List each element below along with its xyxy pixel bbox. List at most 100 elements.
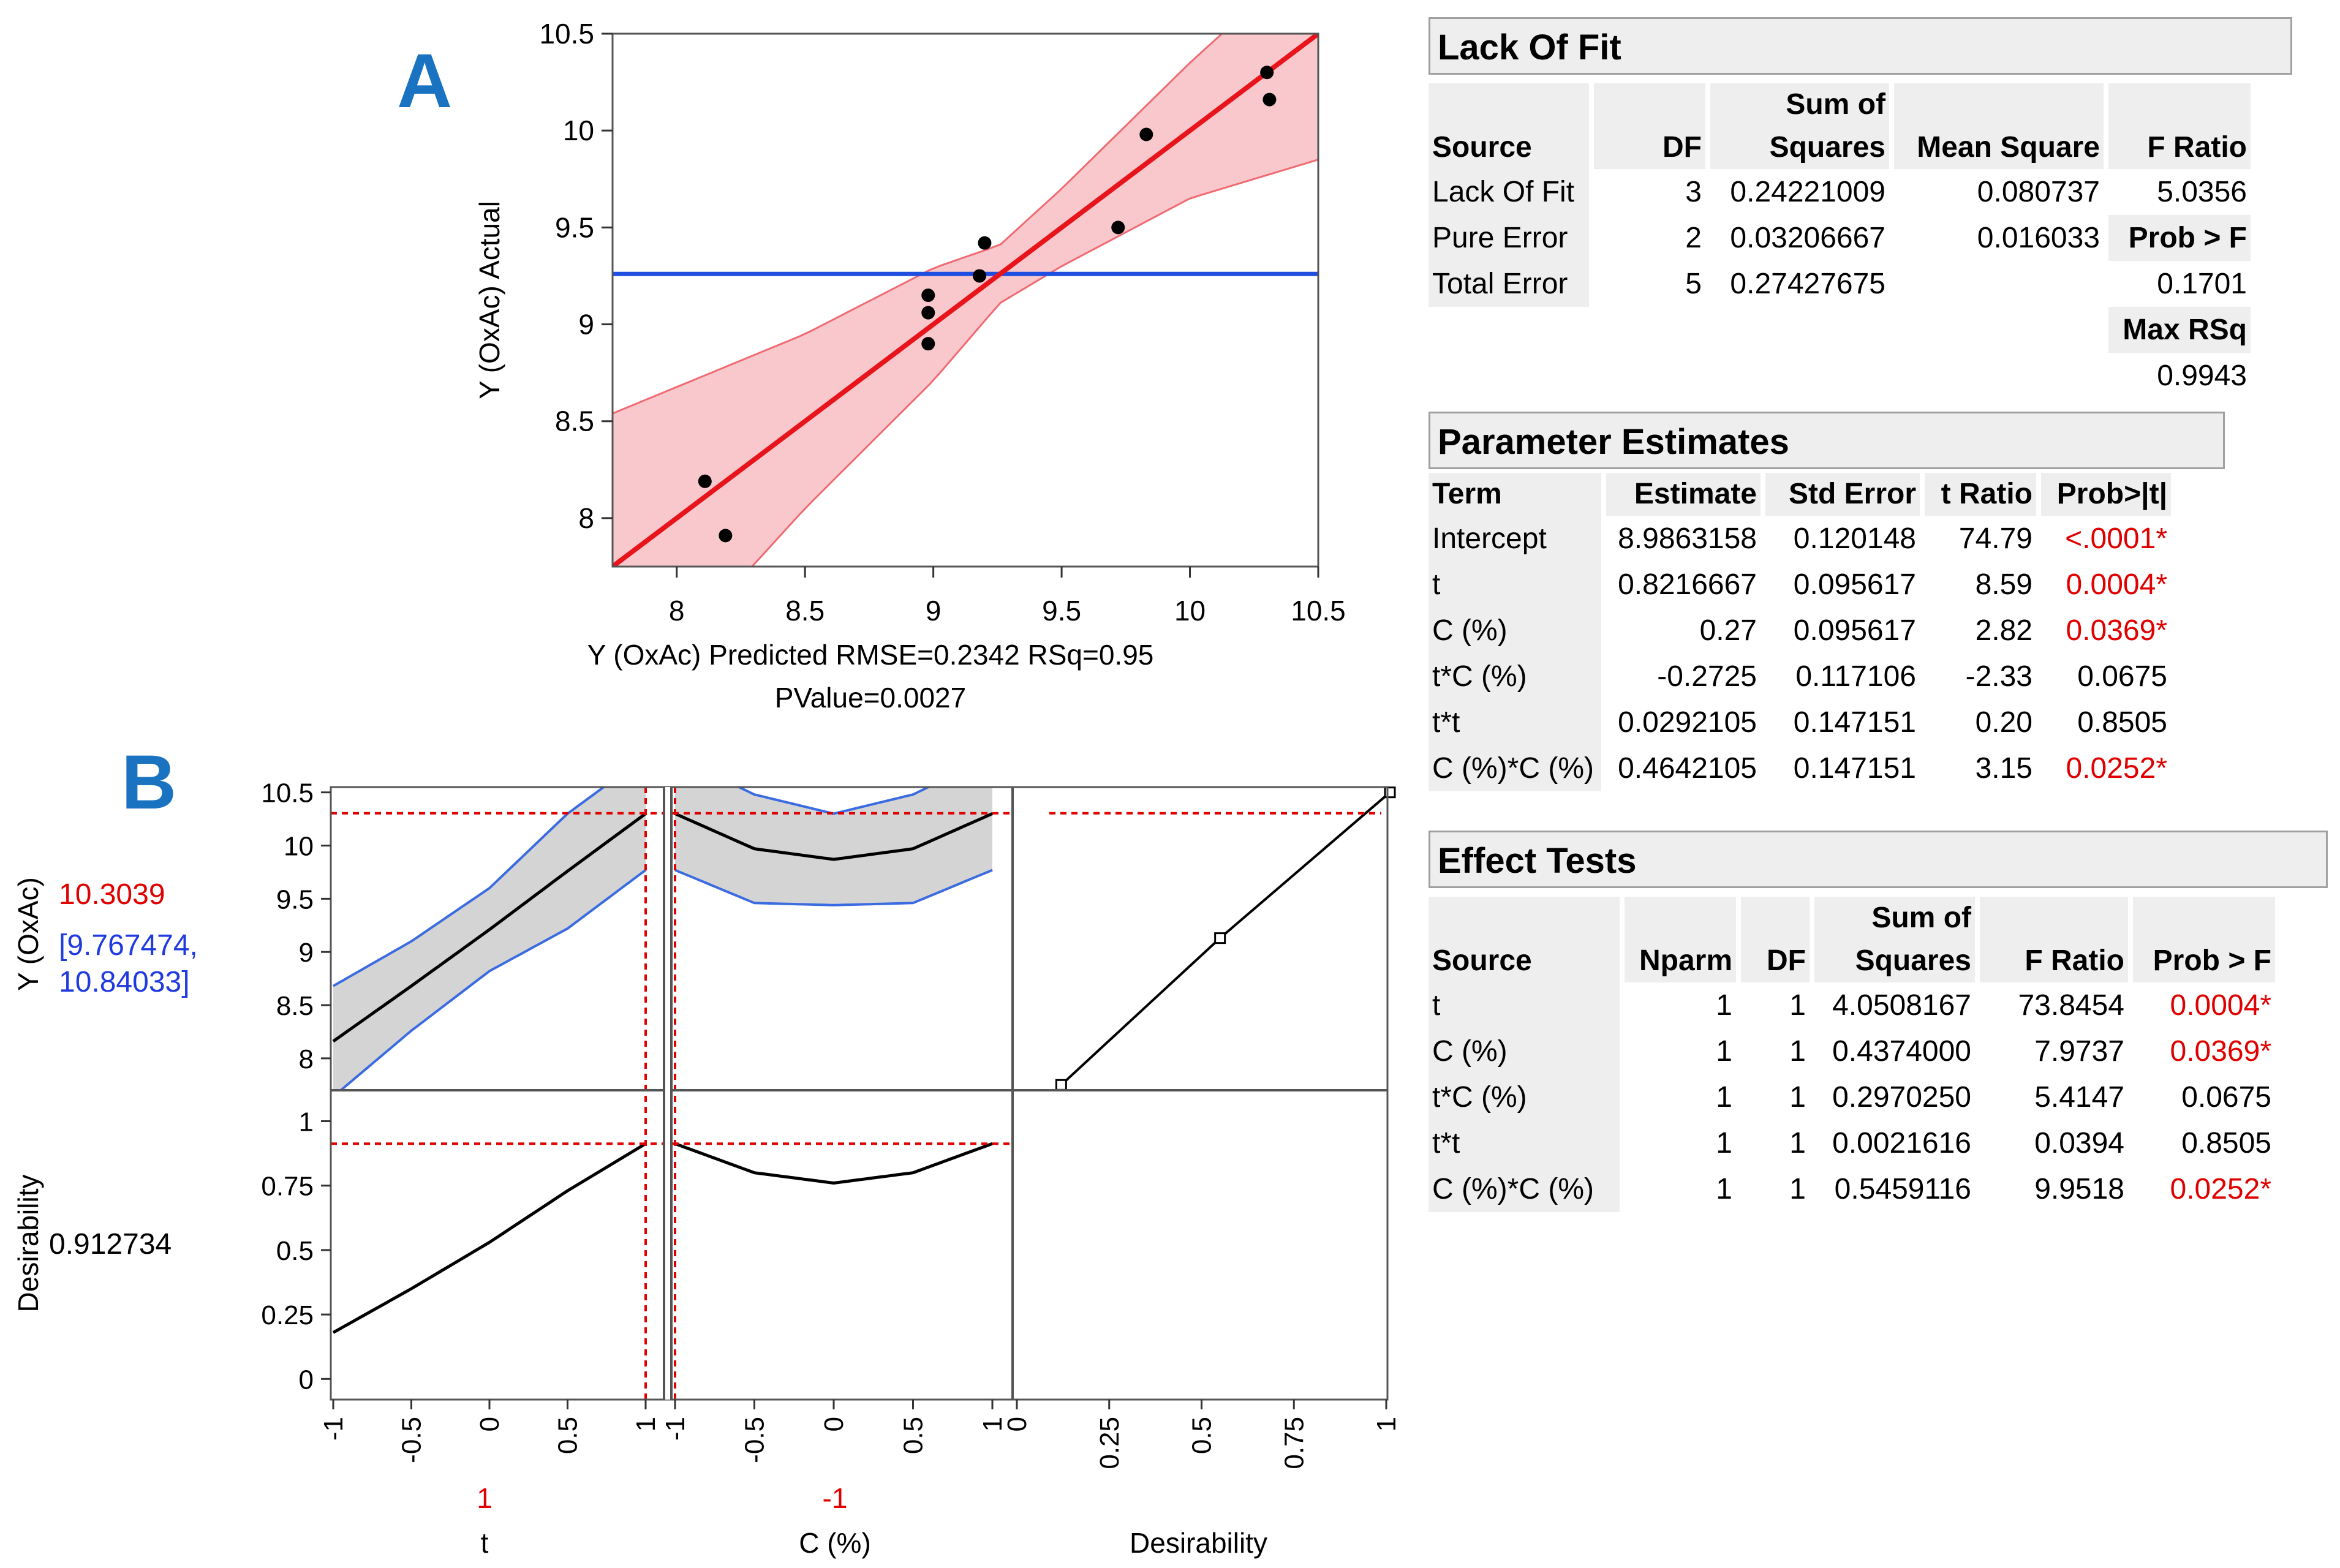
table-row: Total Error 5 0.27427675 0.1701 (1429, 261, 2251, 307)
cell-ms: 0.016033 (1977, 222, 2100, 254)
cell-df: 1 (1789, 1173, 1806, 1205)
y-tick-label: 9 (299, 938, 314, 968)
data-point (921, 306, 935, 320)
max-rsq-value: 0.9943 (2157, 360, 2247, 392)
report-title[interactable]: Effect Tests (1429, 831, 2328, 888)
upper-ci-curve (736, 787, 932, 815)
cell-std-error: 0.095617 (1793, 568, 1916, 601)
response-value: 10.3039 (59, 878, 165, 911)
header-line-1: Sum of (1871, 902, 1971, 934)
cell-estimate: -0.2725 (1657, 660, 1757, 693)
table-row: t*C (%) 1 1 0.2970250 5.4147 0.0675 (1429, 1074, 2275, 1120)
cell-source: Total Error (1429, 261, 1589, 307)
cell-ss: 0.5459116 (1834, 1173, 1971, 1205)
y-tick-label: 8 (299, 1044, 314, 1074)
x-tick-label: 8 (669, 595, 685, 627)
cell-prob: 0.0252* (2066, 752, 2168, 785)
response-axis-label: Y (OxAc) (12, 877, 44, 991)
header-line-2: Squares (1855, 944, 1971, 977)
lack-of-fit-table: Source DF Sum of Squares Mean Square F Ra… (1424, 83, 2255, 399)
x-tick-label: -1 (319, 1417, 349, 1441)
cell-ss: 0.4374000 (1832, 1035, 1971, 1068)
y-tick-label: 0.25 (261, 1300, 314, 1330)
report-title[interactable]: Parameter Estimates (1429, 412, 2225, 469)
col-header-source: Source (1429, 897, 1620, 982)
cell-df: 1 (1789, 989, 1806, 1022)
cell-source: t*C (%) (1429, 1074, 1620, 1120)
col-header-prob-f: Prob > F (2133, 897, 2275, 982)
cell-ss: 0.2970250 (1832, 1081, 1971, 1114)
table-row: t 0.8216667 0.095617 8.59 0.0004* (1429, 562, 2171, 608)
y-tick-label: 8.5 (276, 991, 314, 1021)
data-point (921, 337, 935, 351)
cell-ms: 0.080737 (1977, 176, 2100, 208)
col-header-t-ratio: t Ratio (1925, 473, 2036, 516)
confidence-band (675, 787, 992, 905)
table-row: C (%)*C (%) 0.4642105 0.147151 3.15 0.02… (1429, 745, 2171, 791)
cell-term: C (%)*C (%) (1429, 745, 1601, 791)
x-tick-label: 9 (926, 595, 942, 627)
cell-std-error: 0.117106 (1795, 660, 1916, 693)
table-row: Pure Error 2 0.03206667 0.016033 Prob > … (1429, 215, 2251, 261)
cell-nparm: 1 (1716, 1081, 1732, 1114)
cell-source: t (1429, 982, 1620, 1028)
response-ci-lower: [9.767474, (59, 929, 198, 962)
profiler-frame (330, 786, 1389, 1401)
table-row: t*C (%) -0.2725 0.117106 -2.33 0.0675 (1429, 654, 2171, 699)
effect-tests-table: Source Nparm DF Sum of Squares F Ratio Pr… (1424, 897, 2280, 1212)
table-row: t*t 1 1 0.0021616 0.0394 0.8505 (1429, 1120, 2275, 1166)
cell-df: 1 (1789, 1127, 1806, 1159)
cell-f-ratio: 0.0394 (2034, 1127, 2124, 1159)
cell-estimate: 0.0292105 (1618, 706, 1757, 739)
lack-of-fit-report: Lack Of Fit Source DF Sum of Squares Mean… (1429, 17, 2292, 399)
y-tick-label: 0.5 (276, 1236, 314, 1266)
cell-ms (1894, 261, 2104, 307)
lower-ci-curve (339, 869, 647, 1090)
cell-std-error: 0.147151 (1793, 752, 1916, 785)
col-header-nparm: Nparm (1625, 897, 1736, 982)
cell-source: C (%) (1429, 1028, 1620, 1074)
cell-term: t (1429, 562, 1601, 608)
effect-tests-report: Effect Tests Source Nparm DF Sum of Squar… (1429, 831, 2328, 1212)
panel-b-letter: B (121, 740, 177, 825)
panel-a-letter: A (397, 39, 453, 124)
cell-f-ratio: 73.8454 (2018, 989, 2124, 1022)
data-point (1111, 221, 1125, 235)
col-header-term: Term (1429, 473, 1601, 516)
cell-df: 5 (1685, 268, 1702, 300)
cell-df: 1 (1789, 1035, 1806, 1068)
table-row: Max RSq (1429, 307, 2251, 353)
desirability-value: 0.912734 (49, 1228, 172, 1261)
col-header-df: DF (1741, 897, 1810, 982)
confidence-lower-curve (750, 159, 1318, 567)
data-point (978, 236, 992, 250)
cell-t-ratio: 8.59 (1975, 568, 2032, 601)
prob-f-label: Prob > F (2108, 215, 2251, 261)
y-axis-label: Y (OxAc) Actual (474, 201, 505, 399)
y-tick-label: 1 (299, 1107, 314, 1137)
y-tick-label: 10.5 (539, 18, 594, 50)
factor-t-current-value: 1 (477, 1482, 493, 1514)
cell-source: C (%)*C (%) (1429, 1166, 1620, 1212)
desirability-curve (332, 1142, 647, 1334)
cell-term: t*C (%) (1429, 654, 1601, 699)
x-tick-label: 1 (1372, 1417, 1402, 1431)
confidence-band (333, 787, 646, 1090)
y-tick-label: 0 (299, 1365, 314, 1395)
table-row: C (%)*C (%) 1 1 0.5459116 9.9518 0.0252* (1429, 1166, 2275, 1212)
cell-prob: 0.0675 (2181, 1081, 2271, 1114)
col-header-estimate: Estimate (1606, 473, 1761, 516)
report-title[interactable]: Lack Of Fit (1429, 17, 2292, 75)
actual-by-predicted-plot: 8 8.5 9 9.5 10 10.5 8 8.5 9 9.5 10 10.5 Y (OxAc) Pre… (474, 18, 1346, 714)
header-line-1: Sum of (1786, 88, 1885, 121)
cell-estimate: 0.4642105 (1618, 752, 1757, 785)
response-ci-upper: 10.84033] (59, 966, 190, 998)
plot-frame (611, 32, 1319, 568)
cell-ss: 0.03206667 (1730, 222, 1885, 254)
col-header-f-ratio: F Ratio (1980, 897, 2128, 982)
cell-nparm: 1 (1716, 1035, 1732, 1068)
cell-estimate: 0.8216667 (1618, 568, 1757, 601)
cell-prob: 0.8505 (2077, 706, 2167, 739)
cell-ss: 4.0508167 (1832, 989, 1971, 1022)
